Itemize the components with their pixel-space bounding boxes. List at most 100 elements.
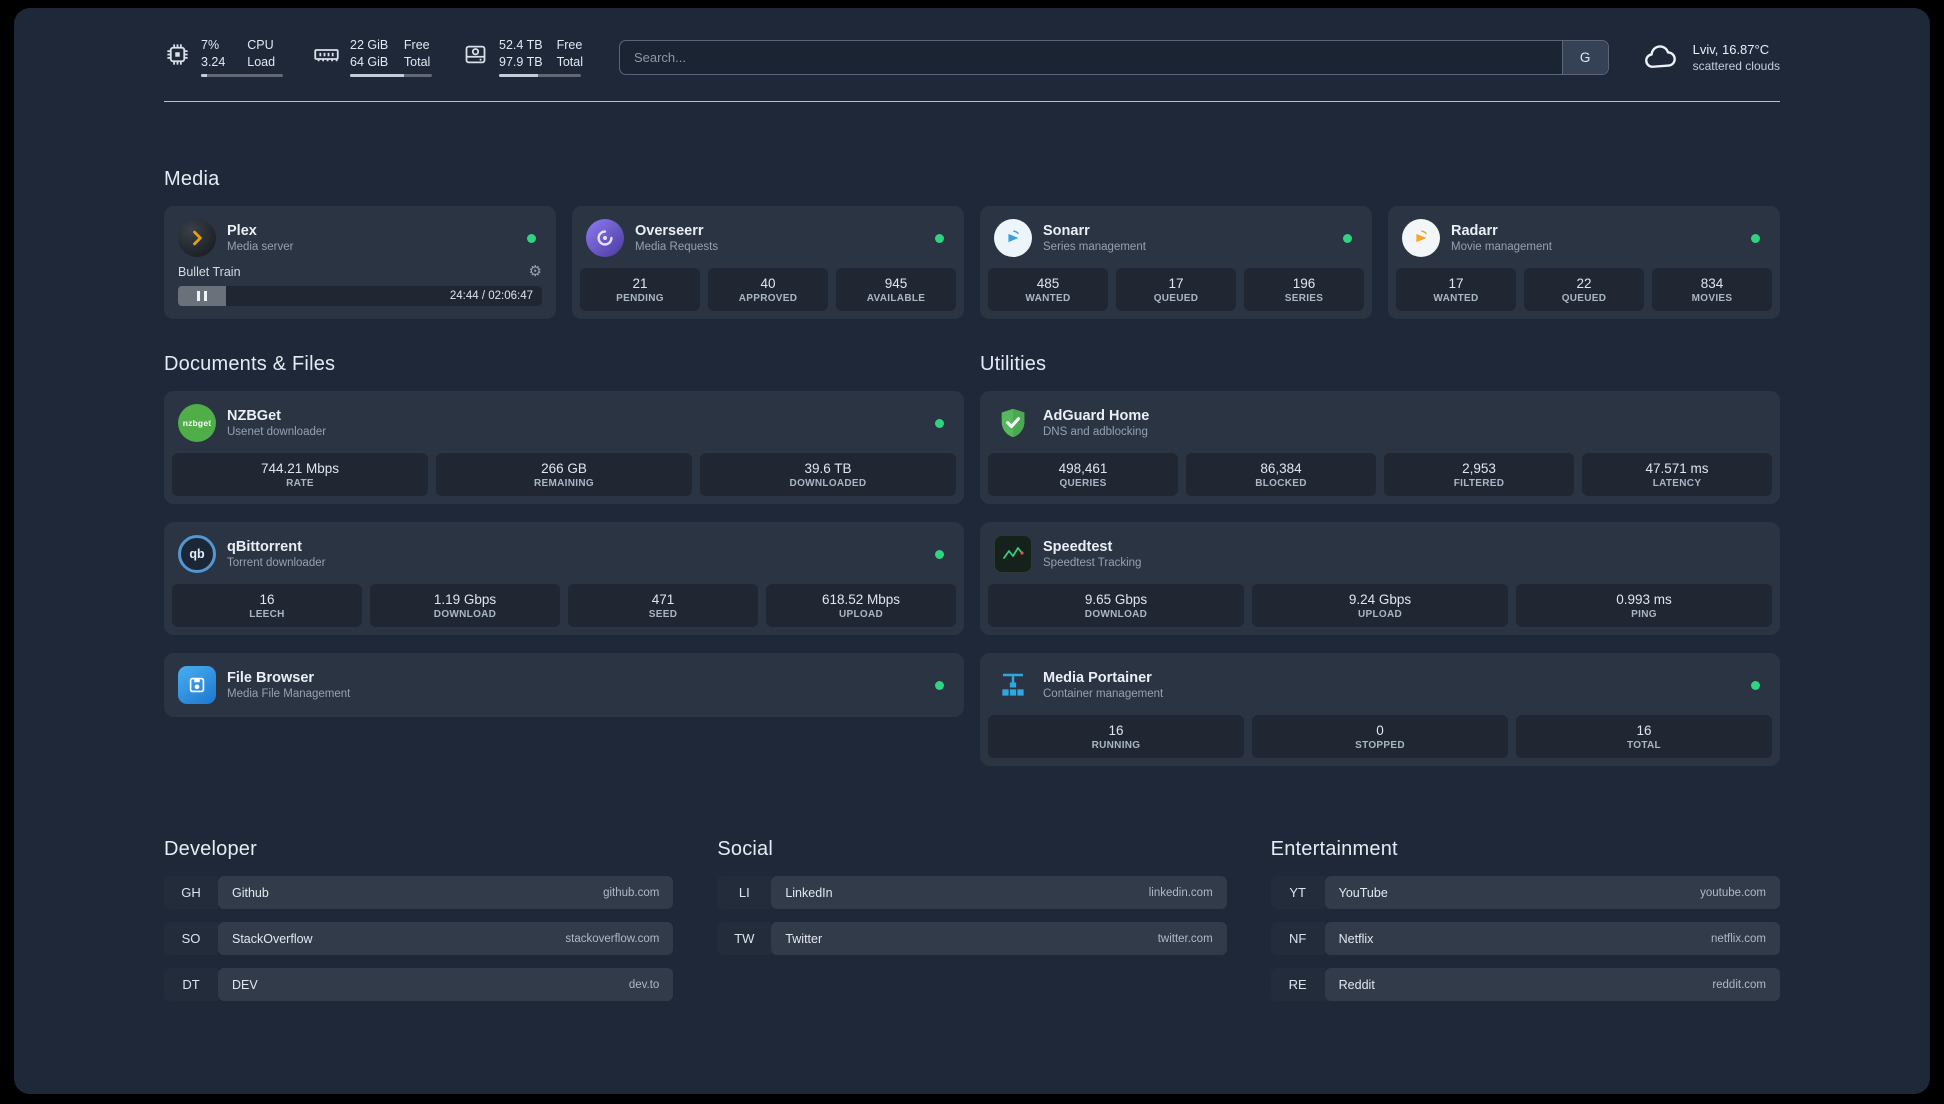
bookmark-github[interactable]: GH Github github.com [164,876,674,910]
plex-icon [178,219,216,258]
bookmark-name: Github [232,885,269,900]
bookmark-stackoverflow[interactable]: SO StackOverflow stackoverflow.com [164,922,674,956]
nzbget-stats: 744.21 Mbps RATE 266 GB REMAINING 39.6 T… [172,453,956,497]
service-card-qbittorrent[interactable]: qb qBittorrent Torrent downloader 16 LEE… [164,522,964,636]
bookmark-group-social: Social LI LinkedIn linkedin.com TW Twitt… [717,838,1227,1001]
bookmark-name: Netflix [1338,931,1374,946]
service-name: Speedtest [1043,539,1113,556]
bookmark-abbr: GH [181,885,201,901]
stat-label: PING [1631,609,1657,621]
stat-value: 0.993 ms [1616,592,1672,608]
stat-total: 16 TOTAL [1516,715,1772,759]
service-card-filebrowser[interactable]: File Browser Media File Management [164,653,964,718]
stat-label: PENDING [616,293,664,305]
service-card-speedtest[interactable]: Speedtest Speedtest Tracking 9.65 Gbps D… [980,522,1780,636]
memory-total-label: Total [403,54,431,69]
status-dot [1751,680,1760,690]
service-card-plex[interactable]: Plex Media server Bullet Train ⚙ 24:44 /… [164,206,556,320]
bookmark-dev[interactable]: DT DEV dev.to [164,968,674,1002]
stat-label: BLOCKED [1255,478,1307,490]
bookmarks-area: Developer GH Github github.com SO StackO… [164,838,1780,1002]
disk-free-value: 52.4 TB [499,38,543,52]
bookmark-name: StackOverflow [232,931,313,946]
bookmark-reddit[interactable]: RE Reddit reddit.com [1271,968,1780,1002]
stat-queued: 22 QUEUED [1524,268,1644,312]
section-title-media: Media [164,168,220,191]
filebrowser-icon [178,666,216,705]
service-description: Media server [227,241,294,254]
stat-value: 618.52 Mbps [821,592,901,608]
bookmark-abbr: YT [1289,885,1306,901]
service-card-overseerr[interactable]: Overseerr Media Requests 21 PENDING 40 A… [572,206,964,320]
stat-label: UPLOAD [1357,609,1403,621]
status-dot [935,418,944,428]
section-title-documents: Documents & Files [164,353,336,376]
qbittorrent-stats: 16 LEECH 1.19 Gbps DOWNLOAD 471 SEED 6 [172,584,956,628]
cpu-icon [164,41,191,68]
bookmark-youtube[interactable]: YT YouTube youtube.com [1271,876,1780,910]
stat-queries: 498,461 QUERIES [988,453,1178,497]
service-description: Usenet downloader [227,426,327,439]
overseerr-card-header: Overseerr Media Requests [580,214,956,262]
bookmark-abbr: RE [1288,977,1307,993]
memory-progress-bar [350,74,432,78]
stat-label: REMAINING [534,478,594,490]
cloud-icon [1643,43,1681,73]
stat-pending: 21 PENDING [580,268,700,312]
stat-label: STOPPED [1355,740,1405,752]
bookmark-twitter[interactable]: TW Twitter twitter.com [717,922,1227,956]
service-card-sonarr[interactable]: Sonarr Series management 485 WANTED 17 Q… [980,206,1372,320]
bookmark-netflix[interactable]: NF Netflix netflix.com [1271,922,1780,956]
stat-upload: 618.52 Mbps UPLOAD [766,584,956,628]
stat-rate: 744.21 Mbps RATE [172,453,428,497]
cpu-usage-value: 7% [201,38,220,52]
cpu-usage-label: CPU [247,38,274,52]
status-dot [935,680,944,690]
stat-downloaded: 39.6 TB DOWNLOADED [700,453,956,497]
cpu-load-value: 3.24 [201,54,226,69]
disk-free-label: Free [556,38,583,52]
stat-value: 16 [1108,723,1124,739]
service-card-radarr[interactable]: Radarr Movie management 17 WANTED 22 QUE… [1388,206,1780,320]
stat-label: SEED [648,609,678,621]
service-description: Speedtest Tracking [1043,557,1142,570]
adguard-stats: 498,461 QUERIES 86,384 BLOCKED 2,953 FIL… [988,453,1772,497]
stat-value: 40 [760,276,776,292]
stat-label: TOTAL [1627,740,1661,752]
seek-bar[interactable]: 24:44 / 02:06:47 [226,286,542,307]
stat-stopped: 0 STOPPED [1252,715,1508,759]
service-card-adguard[interactable]: AdGuard Home DNS and adblocking 498,461 … [980,391,1780,505]
stat-value: 471 [651,592,675,608]
bookmark-abbr: SO [181,931,201,947]
search-provider-button[interactable]: G [1561,41,1608,75]
bookmark-url: twitter.com [1157,932,1213,945]
weather-widget: Lviv, 16.87°C scattered clouds [1643,42,1780,73]
status-dot [935,549,944,559]
bookmark-linkedin[interactable]: LI LinkedIn linkedin.com [717,876,1227,910]
service-description: DNS and adblocking [1043,426,1148,439]
service-card-nzbget[interactable]: nzbget NZBGet Usenet downloader 744.21 M… [164,391,964,505]
service-card-portainer[interactable]: Media Portainer Container management 16 … [980,653,1780,767]
filebrowser-card-header: File Browser Media File Management [172,661,956,709]
portainer-stats: 16 RUNNING 0 STOPPED 16 TOTAL [988,715,1772,759]
cpu-progress-bar [201,74,283,78]
stat-label: WANTED [1433,293,1479,305]
bookmark-abbr: NF [1288,931,1307,947]
service-name: Radarr [1451,223,1498,240]
plex-now-playing: Bullet Train ⚙ 24:44 / 02:06:47 [172,262,548,310]
stat-value: 266 GB [541,461,587,477]
search-input[interactable] [619,41,1562,75]
pause-button[interactable] [178,286,226,307]
bookmark-url: netflix.com [1711,932,1766,945]
section-media: Media Plex Media server [164,168,1780,320]
stat-series: 196 SERIES [1244,268,1364,312]
stat-movies: 834 MOVIES [1652,268,1772,312]
cpu-load-label: Load [247,54,276,69]
bookmark-url: linkedin.com [1148,886,1213,899]
stat-label: DOWNLOADED [789,478,867,490]
resource-cpu: 7% CPU 3.24 Load [164,38,283,78]
stat-seed: 471 SEED [568,584,758,628]
bookmark-abbr: DT [182,977,200,993]
bookmark-name: Reddit [1338,977,1375,992]
gear-icon[interactable]: ⚙ [528,263,542,281]
